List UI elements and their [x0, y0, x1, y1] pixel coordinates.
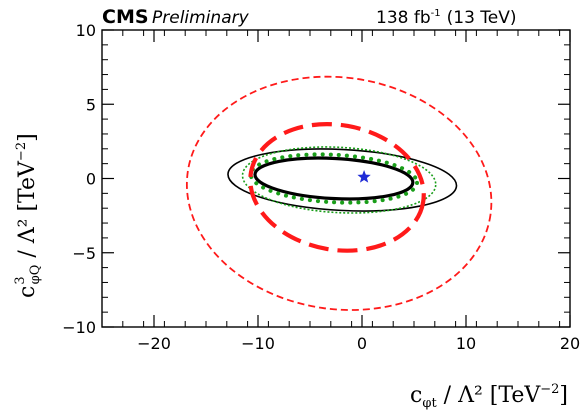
contour-green-dotted-1 — [248, 152, 420, 205]
lumi-value: 138 fb — [376, 8, 431, 28]
contour-black-solid-thick — [253, 156, 415, 201]
y-tick-label: 0 — [86, 170, 96, 189]
contour-green-dotted-2 — [241, 146, 437, 214]
y-axis-title: c3φQ / Λ² [TeV−2] — [13, 133, 43, 298]
preliminary-label: Preliminary — [152, 8, 250, 28]
contour-layer — [185, 75, 493, 311]
x-tick-label: 0 — [357, 334, 367, 353]
y-tick-label: −5 — [72, 244, 96, 263]
x-tick-label: −20 — [137, 334, 171, 353]
lumi-exponent: -1 — [431, 8, 441, 19]
energy-value: (13 TeV) — [447, 8, 517, 28]
cms-label: CMS — [102, 6, 149, 28]
x-tick-label: 10 — [456, 334, 476, 353]
contour-red-dashed-thick — [248, 122, 426, 253]
contour-red-dashed-thin — [185, 75, 493, 311]
y-tick-label: −10 — [62, 318, 96, 337]
x-axis-title: cφt / Λ² [TeV−2] — [410, 382, 568, 411]
tick-layer: −20 −10 0 10 20 −10 −5 0 5 10 — [62, 21, 580, 353]
x-tick-label: 20 — [560, 334, 580, 353]
contour-black-solid-thin — [227, 148, 458, 212]
y-tick-label: 5 — [86, 95, 96, 114]
best-fit-marker — [357, 170, 371, 183]
x-tick-label: −10 — [241, 334, 275, 353]
y-tick-label: 10 — [76, 21, 96, 40]
lumi-label: 138 fb-1 (13 TeV) — [376, 8, 517, 28]
